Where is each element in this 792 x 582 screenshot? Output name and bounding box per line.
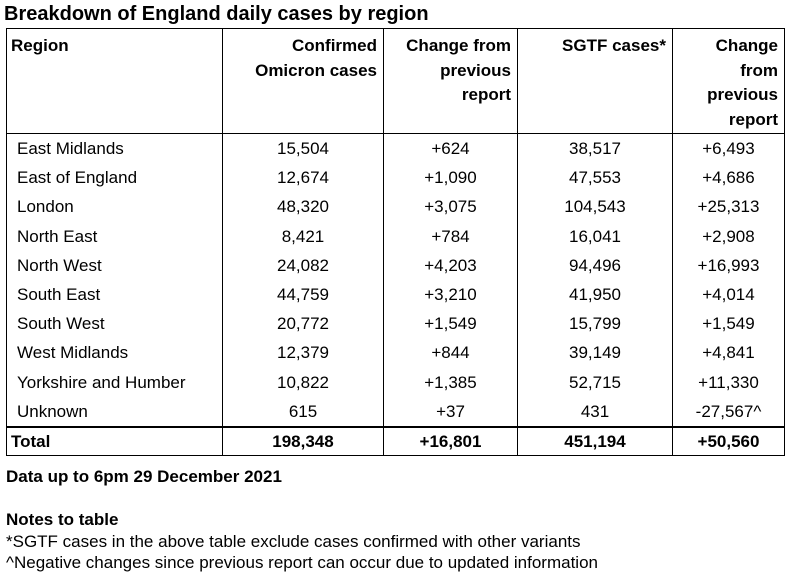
cell-change-sgtf: +25,313 (672, 192, 785, 222)
table-title: Breakdown of England daily cases by regi… (4, 3, 429, 25)
cell-change-sgtf: +4,014 (672, 279, 785, 310)
cell-region: Yorkshire and Humber (6, 367, 223, 397)
cell-sgtf-cases: 52,715 (517, 367, 673, 397)
cell-region: North West (6, 250, 223, 280)
cell-sgtf-cases: 431 (517, 396, 673, 427)
table-row: East of England 12,674 +1,090 47,553 +4,686 (6, 163, 785, 193)
cell-change-confirmed: +1,090 (383, 163, 518, 193)
table-row: South East 44,759 +3,210 41,950 +4,014 (6, 279, 785, 310)
data-timestamp: Data up to 6pm 29 December 2021 (6, 467, 282, 486)
cell-region: North East (6, 221, 223, 251)
cell-region: South West (6, 309, 223, 339)
note-sgtf: *SGTF cases in the above table exclude c… (6, 532, 581, 551)
cell-change-sgtf: +4,841 (672, 338, 785, 368)
cell-confirmed-omicron: 48,320 (222, 192, 384, 222)
note-negative-changes: ^Negative changes since previous report … (6, 553, 598, 572)
cell-sgtf-cases: 94,496 (517, 250, 673, 280)
header-confirmed-omicron: Confirmed Omicron cases (222, 28, 384, 134)
header-row: Region Confirmed Omicron cases Change fr… (6, 28, 785, 134)
total-row: Total 198,348 +16,801 451,194 +50,560 (6, 425, 785, 456)
cell-confirmed-omicron: 12,674 (222, 163, 384, 193)
total-sgtf: 451,194 (517, 425, 673, 456)
cell-sgtf-cases: 15,799 (517, 309, 673, 339)
cell-confirmed-omicron: 12,379 (222, 338, 384, 368)
table-row: South West 20,772 +1,549 15,799 +1,549 (6, 309, 785, 339)
cell-region: East Midlands (6, 133, 223, 164)
table-row: London 48,320 +3,075 104,543 +25,313 (6, 192, 785, 222)
cell-change-confirmed: +3,075 (383, 192, 518, 222)
cell-change-sgtf: +16,993 (672, 250, 785, 280)
cell-change-sgtf: +1,549 (672, 309, 785, 339)
cell-change-confirmed: +1,549 (383, 309, 518, 339)
cell-change-confirmed: +844 (383, 338, 518, 368)
cell-sgtf-cases: 41,950 (517, 279, 673, 310)
total-change-sgtf: +50,560 (672, 425, 785, 456)
notes-title: Notes to table (6, 510, 119, 529)
table-row: West Midlands 12,379 +844 39,149 +4,841 (6, 338, 785, 368)
regional-cases-table: Region Confirmed Omicron cases Change fr… (6, 28, 785, 456)
cell-change-sgtf: -27,567^ (672, 396, 785, 427)
cell-confirmed-omicron: 15,504 (222, 133, 384, 164)
cell-confirmed-omicron: 615 (222, 396, 384, 427)
cell-change-confirmed: +4,203 (383, 250, 518, 280)
cell-change-sgtf: +4,686 (672, 163, 785, 193)
cell-region: South East (6, 279, 223, 310)
cell-change-confirmed: +3,210 (383, 279, 518, 310)
table-row: Yorkshire and Humber 10,822 +1,385 52,715 +1… (6, 367, 785, 397)
table-row: East Midlands 15,504 +624 38,517 +6,493 (6, 133, 785, 164)
total-label: Total (6, 425, 223, 456)
cell-region: West Midlands (6, 338, 223, 368)
header-region: Region (6, 28, 223, 134)
cell-region: East of England (6, 163, 223, 193)
cell-sgtf-cases: 38,517 (517, 133, 673, 164)
total-change-confirmed: +16,801 (383, 425, 518, 456)
cell-confirmed-omicron: 24,082 (222, 250, 384, 280)
header-sgtf-cases: SGTF cases* (517, 28, 673, 134)
cell-sgtf-cases: 39,149 (517, 338, 673, 368)
cell-confirmed-omicron: 10,822 (222, 367, 384, 397)
cell-region: Unknown (6, 396, 223, 427)
table-row: North East 8,421 +784 16,041 +2,908 (6, 221, 785, 251)
total-confirmed: 198,348 (222, 425, 384, 456)
table-row: Unknown 615 +37 431 -27,567^ (6, 396, 785, 427)
cell-change-confirmed: +784 (383, 221, 518, 251)
cell-change-confirmed: +37 (383, 396, 518, 427)
cell-change-confirmed: +624 (383, 133, 518, 164)
cell-confirmed-omicron: 44,759 (222, 279, 384, 310)
header-change-sgtf: Change from previous report (672, 28, 785, 134)
header-change-confirmed: Change from previous report (383, 28, 518, 134)
table-row: North West 24,082 +4,203 94,496 +16,993 (6, 250, 785, 280)
cell-region: London (6, 192, 223, 222)
cell-change-sgtf: +6,493 (672, 133, 785, 164)
cell-sgtf-cases: 16,041 (517, 221, 673, 251)
cell-change-sgtf: +11,330 (672, 367, 785, 397)
cell-sgtf-cases: 104,543 (517, 192, 673, 222)
cell-change-confirmed: +1,385 (383, 367, 518, 397)
cell-change-sgtf: +2,908 (672, 221, 785, 251)
cell-confirmed-omicron: 20,772 (222, 309, 384, 339)
cell-confirmed-omicron: 8,421 (222, 221, 384, 251)
cell-sgtf-cases: 47,553 (517, 163, 673, 193)
